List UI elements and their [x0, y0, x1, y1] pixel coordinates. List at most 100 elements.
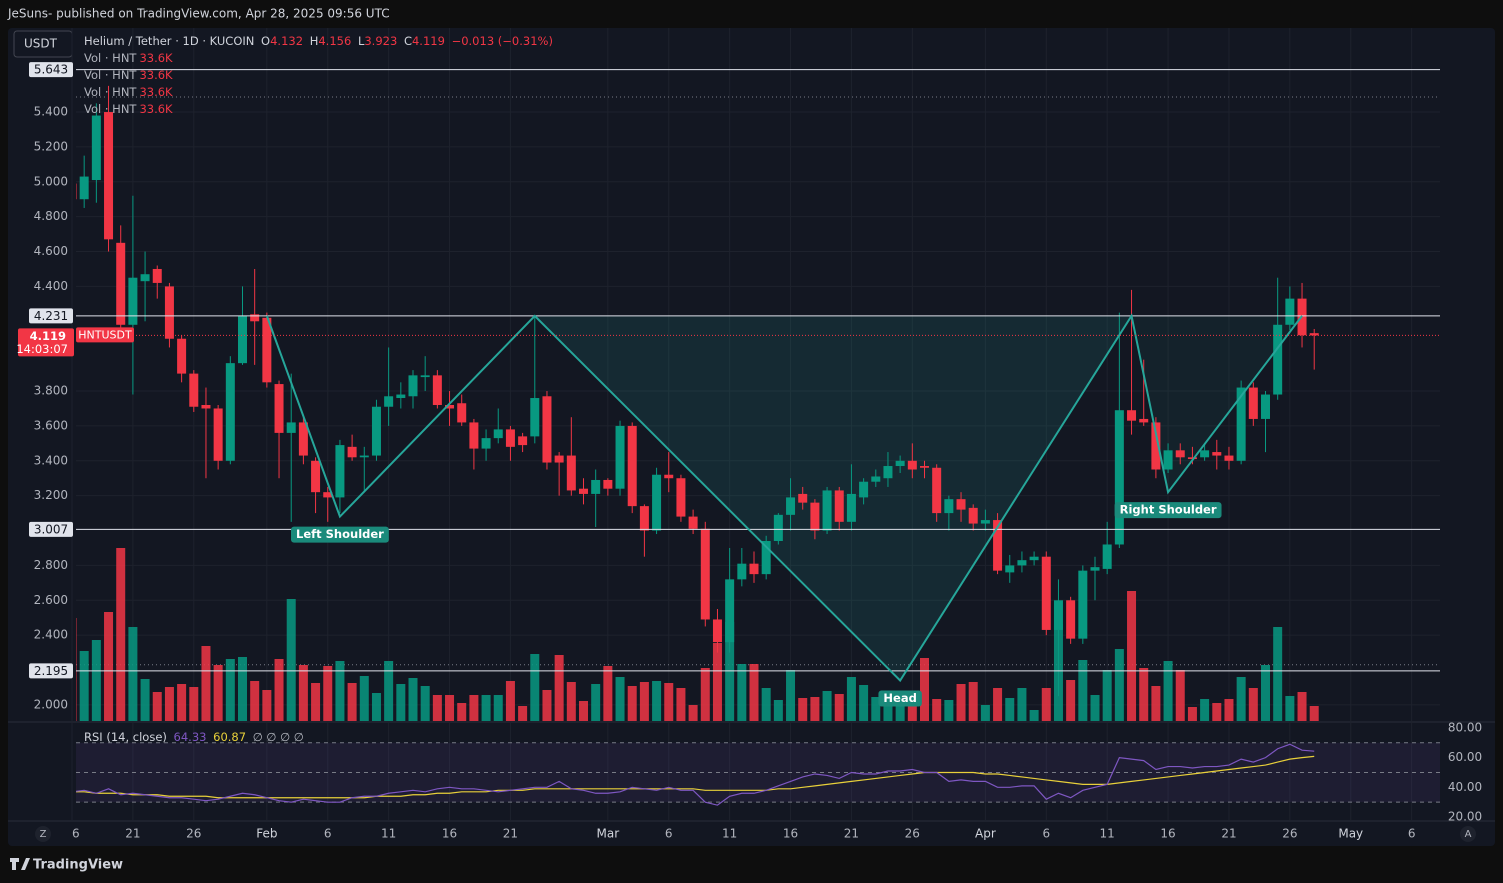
candle-body — [91, 115, 101, 181]
candle-body — [798, 493, 808, 503]
volume-bar — [311, 683, 321, 721]
candle-body — [1248, 387, 1258, 419]
candle-body — [262, 317, 272, 383]
volume-bar — [1297, 692, 1307, 721]
rsi-ma-value: 60.87 — [213, 730, 247, 744]
volume-bar — [676, 688, 686, 721]
volume-bar — [1066, 680, 1076, 721]
y-tick-label: 2.000 — [34, 697, 68, 711]
volume-bar — [445, 695, 455, 721]
candle-body — [164, 286, 174, 339]
volume-bar — [518, 706, 528, 721]
candle-body — [359, 455, 369, 458]
scale-button[interactable] — [35, 826, 51, 842]
candle-body — [469, 422, 479, 449]
volume-bar — [932, 699, 942, 721]
candle-body — [140, 274, 150, 282]
level-label-box — [29, 521, 73, 537]
x-tick-label: 16 — [1160, 827, 1175, 841]
symbol-tag-box — [76, 327, 134, 343]
volume-bar — [79, 651, 89, 721]
volume-bar — [1285, 696, 1295, 721]
scale-button[interactable] — [1460, 826, 1476, 842]
candle-body — [505, 429, 515, 447]
volume-bar — [579, 701, 588, 721]
symbol-legend: Helium / Tether · 1D · KUCOIN O4.132 H4.… — [84, 34, 556, 48]
x-tick-label: 6 — [1042, 827, 1050, 841]
candle-body — [603, 479, 613, 489]
rsi-placeholders: ∅ ∅ ∅ ∅ — [252, 730, 304, 744]
volume-bar — [104, 612, 114, 721]
candle-body — [76, 183, 77, 200]
rsi-line — [76, 743, 1315, 806]
x-tick-label: Feb — [256, 827, 277, 841]
last-price-box — [18, 328, 74, 357]
candle-body — [1224, 455, 1234, 461]
y-tick-label: 2.400 — [34, 628, 68, 642]
volume-bar — [786, 670, 796, 721]
candle-body — [980, 520, 990, 524]
symbol-tag: HNTUSDT — [78, 328, 132, 341]
volume-bar — [262, 690, 272, 721]
x-tick-label: 16 — [64, 827, 79, 841]
volume-bar — [603, 666, 613, 721]
volume-bar — [274, 659, 284, 721]
candle-body — [725, 579, 735, 643]
volume-bar — [920, 658, 929, 721]
volume-bar — [384, 661, 394, 721]
volume-bar — [1017, 688, 1027, 721]
volume-bar — [238, 657, 247, 721]
candle-body — [457, 403, 467, 423]
volume-bar — [298, 665, 308, 721]
pattern-label: Right Shoulder — [1120, 503, 1217, 517]
x-tick-label: 21 — [844, 827, 859, 841]
candle-body — [274, 384, 284, 433]
x-tick-label: 26 — [186, 827, 201, 841]
y-tick-label: 3.800 — [34, 384, 68, 398]
scale-button-label: A — [1465, 829, 1472, 840]
countdown: 14:03:07 — [16, 342, 68, 356]
candle-body — [1114, 410, 1124, 545]
candle-body — [1102, 544, 1112, 569]
candle-body — [846, 493, 856, 522]
x-tick-label: 26 — [1282, 827, 1297, 841]
y-tick-label: 2.600 — [34, 593, 68, 607]
candle-body — [871, 476, 881, 482]
ohlc-letter: C — [403, 34, 412, 48]
candle-body — [749, 563, 759, 575]
y-tick-label: 4.800 — [34, 209, 68, 223]
x-tick-label: 11 — [1100, 827, 1115, 841]
candle-body — [298, 422, 308, 456]
vol-name: Vol · HNT — [84, 51, 137, 65]
candle-body — [1078, 570, 1088, 639]
level-label-box — [29, 62, 73, 78]
candle-body — [591, 479, 601, 494]
candle-body — [335, 445, 345, 498]
candle-body — [1041, 556, 1051, 630]
candle-body — [786, 497, 796, 515]
price-pane — [76, 69, 1440, 721]
candle-body — [79, 176, 89, 200]
y-tick-label: 4.600 — [34, 244, 68, 258]
candle-body — [1261, 394, 1270, 419]
volume-bar — [140, 679, 150, 721]
ohlc-value: 4.132 — [270, 34, 304, 48]
volume-bar — [1309, 706, 1319, 721]
pattern-label-box — [291, 526, 389, 543]
volume-bar — [1200, 699, 1210, 721]
volume-bar — [347, 683, 357, 721]
candle-body — [566, 455, 576, 491]
volume-bar — [1005, 698, 1015, 721]
candle-body — [116, 242, 126, 325]
y-tick-label: 5.000 — [34, 174, 68, 188]
candle-body — [737, 563, 747, 580]
x-tick-label: 21 — [503, 827, 518, 841]
ohlc-value: 4.119 — [411, 34, 445, 48]
candle-body — [956, 499, 966, 510]
candle-body — [1017, 560, 1027, 566]
candle-body — [639, 506, 649, 531]
volume-bar — [1273, 627, 1283, 721]
y-tick-label: 4.400 — [34, 279, 68, 293]
x-tick-label: 16 — [442, 827, 457, 841]
